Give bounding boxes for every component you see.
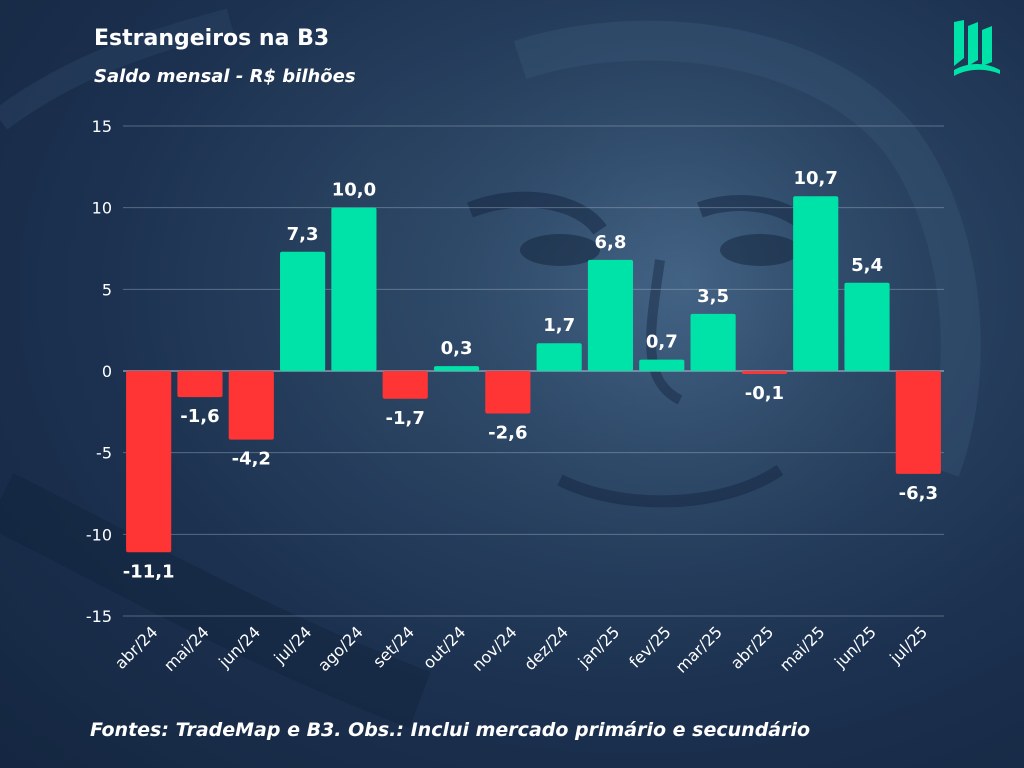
chart-subtitle: Saldo mensal - R$ bilhões <box>94 66 356 87</box>
data-label: 6,8 <box>595 232 627 253</box>
data-label: 3,5 <box>697 286 729 307</box>
y-tick-label: -5 <box>96 444 112 463</box>
data-label: -1,6 <box>180 406 219 427</box>
y-tick-label: 5 <box>102 280 112 299</box>
x-tick-label: fev/25 <box>625 622 674 671</box>
data-label: -1,7 <box>386 408 425 429</box>
bars <box>126 196 941 553</box>
data-label: -6,3 <box>899 483 938 504</box>
bar-jul-25 <box>895 371 941 474</box>
x-tick-label: jan/25 <box>574 622 624 672</box>
x-tick-label: jul/25 <box>885 622 931 668</box>
x-tick-label: abr/25 <box>727 622 777 672</box>
y-tick-label: 15 <box>92 117 112 136</box>
chart-title: Estrangeiros na B3 <box>94 26 330 51</box>
y-tick-label: 10 <box>92 199 112 218</box>
data-label: 1,7 <box>543 315 575 336</box>
data-label: 7,3 <box>287 224 319 245</box>
data-label: 0,7 <box>646 332 678 353</box>
x-tick-label: dez/24 <box>520 622 572 674</box>
bar-jun-24 <box>228 371 274 440</box>
x-tick-label: nov/24 <box>468 622 520 674</box>
data-label: -2,6 <box>488 422 527 443</box>
data-label: 10,7 <box>794 168 838 189</box>
data-label: -0,1 <box>745 383 784 404</box>
book-logo-icon <box>954 20 1000 76</box>
y-tick-label: -15 <box>86 607 112 626</box>
source-note: Fontes: TradeMap e B3. Obs.: Inclui merc… <box>90 719 811 741</box>
bar-mai-25 <box>793 196 839 371</box>
x-tick-label: mai/24 <box>160 622 213 675</box>
y-tick-label: -10 <box>86 525 112 544</box>
data-label: 5,4 <box>851 255 883 276</box>
x-tick-label: jun/25 <box>830 622 880 672</box>
x-tick-label: out/24 <box>419 622 469 672</box>
y-tick-label: 0 <box>102 362 112 381</box>
x-tick-label: jul/24 <box>270 622 316 668</box>
data-label: 10,0 <box>332 180 376 201</box>
bar-jul-24 <box>280 251 326 371</box>
data-label: 0,3 <box>441 338 473 359</box>
bar-ago-24 <box>331 207 377 371</box>
bar-abr-24 <box>126 371 172 553</box>
bar-mar-25 <box>690 313 736 371</box>
data-labels: -11,1 -1,6 -4,2 7,3 10,0 -1,7 0,3 -2,6 1,7 6,8 0,7… <box>123 168 938 582</box>
x-tick-label: mai/25 <box>776 622 829 675</box>
bar-dez-24 <box>536 343 582 371</box>
x-tick-label: mar/25 <box>672 622 726 676</box>
bar-out-24 <box>433 366 480 371</box>
bar-mai-24 <box>177 371 223 398</box>
bar-jan-25 <box>587 259 634 371</box>
bar-nov-24 <box>485 371 531 414</box>
bar-jun-25 <box>844 282 890 371</box>
x-tick-label: jun/24 <box>214 622 264 672</box>
bar-set-24 <box>382 371 428 399</box>
x-tick-label: set/24 <box>369 622 418 671</box>
data-label: -4,2 <box>232 449 271 470</box>
bar-fev-25 <box>639 359 685 371</box>
y-axis-tick-labels: 15 10 5 0 -5 -10 -15 <box>86 117 112 626</box>
data-label: -11,1 <box>123 561 175 582</box>
x-tick-label: ago/24 <box>314 622 367 675</box>
x-tick-label: abr/24 <box>111 622 161 672</box>
bar-abr-25 <box>741 371 787 374</box>
